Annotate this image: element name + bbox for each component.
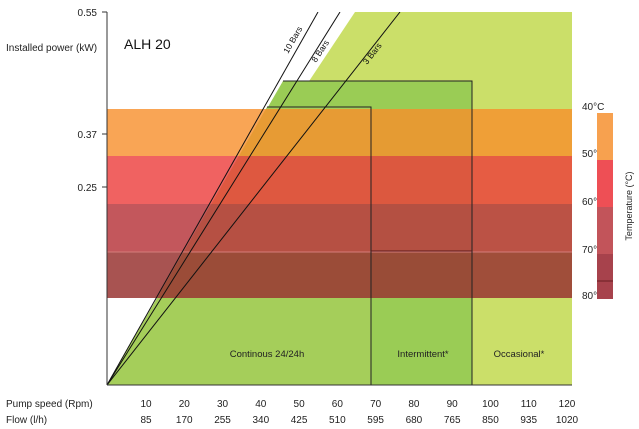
temp-label-60: 60°C	[582, 197, 604, 208]
pressure-line-10-bars	[107, 12, 319, 385]
x-tick-flow-425: 425	[291, 415, 308, 426]
x-tick-flow-340: 340	[252, 415, 269, 426]
temp-label-80: 80°C	[582, 291, 604, 302]
zone-label-intermittent: Intermittent*	[397, 349, 449, 360]
x-tick-rpm-30: 30	[217, 399, 229, 410]
temp-band-70	[107, 252, 572, 298]
x-tick-flow-170: 170	[176, 415, 193, 426]
temp-label-70: 70°C	[582, 245, 604, 256]
x-ticks-rpm: 10 20 30 40 50 60 70 80 90 100 110 120	[140, 399, 575, 410]
x-tick-rpm-100: 100	[482, 399, 499, 410]
x-row-label-rpm: Pump speed (Rpm)	[6, 399, 93, 410]
temp-legend-50	[597, 160, 613, 207]
temp-legend-60	[597, 207, 613, 254]
x-tick-rpm-90: 90	[447, 399, 459, 410]
y-tick-label-055: 0.55	[78, 8, 98, 19]
zone-label-continuous: Continous 24/24h	[230, 349, 304, 360]
pressure-line-8-bars	[107, 12, 341, 385]
temperature-axis-label: Temperature (°C)	[624, 171, 634, 240]
y-tick-label-037: 0.37	[78, 130, 98, 141]
x-tick-rpm-50: 50	[294, 399, 306, 410]
x-tick-rpm-10: 10	[140, 399, 152, 410]
x-tick-rpm-110: 110	[521, 399, 537, 410]
x-tick-flow-595: 595	[367, 415, 384, 426]
pressure-line-3-bars	[107, 12, 401, 385]
temp-band-60	[107, 204, 572, 252]
temp-band-50	[107, 156, 572, 204]
temp-legend-40	[597, 113, 613, 160]
x-tick-rpm-60: 60	[332, 399, 344, 410]
y-axis-label: Installed power (kW)	[6, 43, 97, 54]
y-tick-label-025: 0.25	[78, 183, 98, 194]
x-tick-rpm-70: 70	[370, 399, 382, 410]
temp-label-40: 40°C	[582, 102, 604, 113]
x-tick-rpm-40: 40	[255, 399, 267, 410]
x-tick-rpm-120: 120	[559, 399, 576, 410]
x-ticks-flow: 85 170 255 340 425 510 595 680 765 850 935 1020	[140, 415, 578, 426]
temp-label-50: 50°C	[582, 149, 604, 160]
zone-outline-continuous	[267, 106, 372, 385]
x-tick-flow-1020: 1020	[556, 415, 579, 426]
x-tick-flow-935: 935	[520, 415, 537, 426]
x-tick-flow-765: 765	[444, 415, 461, 426]
zone-label-occasional: Occasional*	[494, 349, 545, 360]
temp-legend-70	[597, 254, 613, 299]
x-tick-flow-85: 85	[140, 415, 152, 426]
x-tick-rpm-20: 20	[179, 399, 191, 410]
x-tick-flow-510: 510	[329, 415, 346, 426]
x-tick-flow-850: 850	[482, 415, 499, 426]
x-tick-flow-680: 680	[406, 415, 423, 426]
x-tick-flow-255: 255	[214, 415, 231, 426]
x-tick-rpm-80: 80	[408, 399, 420, 410]
temp-band-40	[107, 109, 572, 156]
x-row-label-flow: Flow (l/h)	[6, 415, 47, 426]
chart-title: ALH 20	[124, 36, 171, 52]
